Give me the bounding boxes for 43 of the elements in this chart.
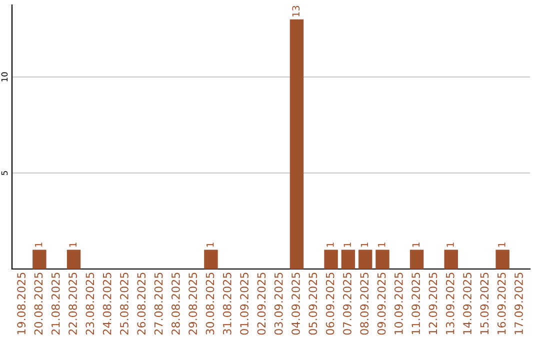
x-tick-label: 16.09.2025 (497, 272, 506, 334)
x-tick-label: 06.09.2025 (326, 272, 334, 335)
data-label: 13 (292, 6, 300, 16)
x-tick-label: 08.09.2025 (360, 272, 369, 335)
data-label: 1 (206, 242, 214, 247)
x-tick-label: 28.08.2025 (171, 272, 180, 335)
x-tick-label: 27.08.2025 (154, 272, 163, 335)
x-tick-label: 26.08.2025 (137, 272, 146, 335)
y-tick-label: 5 (1, 171, 8, 176)
x-tick-label: 17.09.2025 (514, 272, 523, 334)
data-label: 1 (498, 242, 506, 247)
data-label: 1 (378, 242, 386, 247)
x-tick-label: 20.08.2025 (34, 272, 43, 335)
y-tick-label: 10 (1, 72, 8, 82)
data-label: 1 (360, 242, 368, 247)
x-tick-label: 04.09.2025 (292, 272, 300, 335)
x-tick-label: 09.09.2025 (377, 272, 386, 335)
data-label: 1 (35, 242, 42, 247)
x-tick-label: 05.09.2025 (308, 272, 318, 335)
x-tick-label: 01.09.2025 (240, 272, 248, 335)
x-tick-label: 24.08.2025 (102, 272, 112, 335)
x-tick-label: 23.08.2025 (86, 272, 94, 335)
x-tick-label: 07.09.2025 (343, 272, 352, 335)
x-tick-label: 29.08.2025 (188, 272, 198, 335)
data-label: 1 (69, 242, 76, 247)
x-tick-label: 10.09.2025 (394, 272, 403, 334)
x-tick-label: 03.09.2025 (274, 272, 283, 335)
data-label: 1 (326, 242, 334, 247)
x-tick-label: 19.08.2025 (17, 272, 26, 334)
x-tick-label: 21.08.2025 (51, 272, 60, 335)
x-tick-label: 25.08.2025 (120, 272, 128, 335)
x-tick-label: 15.09.2025 (480, 272, 489, 334)
x-tick-label: 13.09.2025 (446, 272, 454, 334)
x-tick-label: 31.08.2025 (222, 272, 232, 335)
x-tick-label: 22.08.2025 (68, 272, 77, 335)
x-tick-label: 11.09.2025 (412, 272, 420, 334)
x-tick-label: 14.09.2025 (463, 272, 472, 334)
data-label: 1 (412, 242, 420, 247)
data-label: 1 (446, 242, 454, 247)
data-label: 1 (344, 242, 351, 247)
x-tick-label: 30.08.2025 (206, 272, 214, 335)
x-tick-label: 02.09.2025 (257, 272, 266, 335)
x-tick-label: 12.09.2025 (428, 272, 438, 334)
